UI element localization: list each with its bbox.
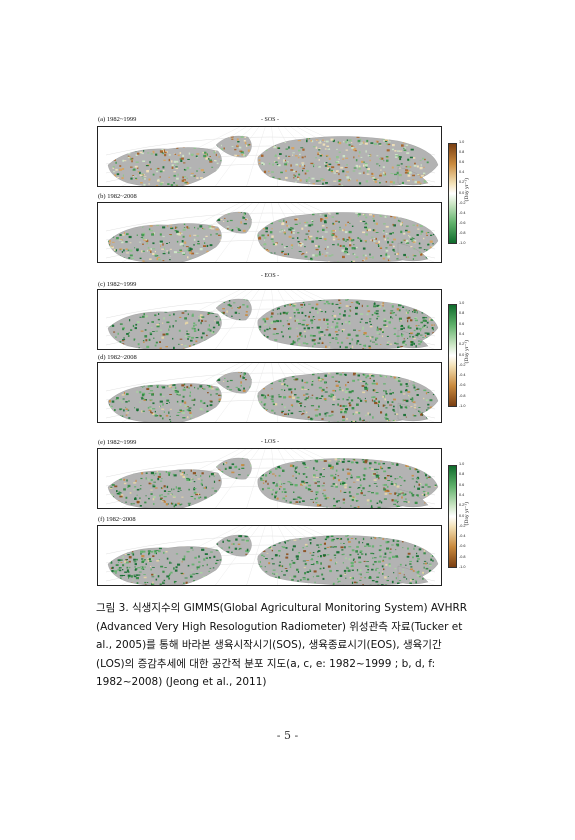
colorbar-tick-label: -0.2: [459, 200, 466, 205]
colorbar-tick-label: 0.8: [459, 472, 465, 477]
caption-line: 1982~2008) (Jeong et al., 2011): [96, 676, 267, 688]
figure-caption: 그림 3. 식생지수의 GIMMS(Global Agricultural Mo…: [96, 599, 474, 692]
colorbar-tick-label: -0.4: [459, 534, 466, 539]
caption-line: al., 2005)를 통해 바라본 생육시작시기(SOS), 생육종료시기(E…: [96, 639, 442, 651]
page-number: - 5 -: [276, 729, 299, 742]
eos-section-title: - EOS -: [260, 273, 280, 279]
colorbar-tick-label: -0.8: [459, 393, 466, 398]
colorbar-tick-label: -0.8: [459, 554, 466, 559]
panel-label-a: (a) 1982~1999: [98, 116, 137, 123]
panel-label-b: (b) 1982~2008: [98, 193, 137, 200]
colorbar-tick-label: 0.6: [459, 321, 465, 326]
colorbar-tick-label: 0.6: [459, 160, 465, 165]
colorbar-tick-label: 0.0: [459, 352, 465, 357]
caption-line: 그림 3. 식생지수의 GIMMS(Global Agricultural Mo…: [96, 602, 468, 614]
colorbar-tick-label: 0.2: [459, 180, 465, 185]
colorbar-tick-label: -0.4: [459, 210, 466, 215]
sos-colorbar: [448, 143, 457, 244]
colorbar-tick-label: -0.6: [459, 383, 466, 388]
colorbar-tick-label: -0.6: [459, 220, 466, 225]
map-panel-b: [97, 202, 442, 263]
colorbar-tick-label: -1.0: [459, 404, 466, 408]
colorbar-tick-label: -0.8: [459, 230, 466, 235]
eos-colorbar: [448, 304, 457, 407]
los-colorbar: [448, 465, 457, 568]
colorbar-tick-label: 1.0: [459, 301, 465, 305]
colorbar-tick-label: 0.0: [459, 513, 465, 518]
map-panel-f: [97, 525, 442, 586]
colorbar-tick-label: 0.8: [459, 150, 465, 155]
panel-label-c: (c) 1982~1999: [98, 281, 137, 288]
colorbar-tick-label: -0.6: [459, 544, 466, 549]
colorbar-tick-label: -0.4: [459, 373, 466, 378]
colorbar-tick-label: 0.0: [459, 190, 465, 195]
panel-label-e: (e) 1982~1999: [98, 439, 137, 446]
colorbar-tick-label: 0.4: [459, 492, 465, 497]
colorbar-tick-label: -0.2: [459, 362, 466, 367]
caption-line: (Advanced Very High Resologution Radiome…: [96, 620, 463, 633]
colorbar-tick-label: 0.8: [459, 311, 465, 316]
panel-label-d: (d) 1982~2008: [98, 354, 137, 361]
panel-label-f: (f) 1982~2008: [98, 516, 136, 523]
eos-colorbar-unit: (Day yr⁻¹): [464, 340, 470, 364]
colorbar-tick-label: 1.0: [459, 140, 465, 144]
colorbar-tick-label: 0.2: [459, 342, 465, 347]
sos-colorbar-unit: (Day yr⁻¹): [464, 178, 470, 202]
colorbar-tick-label: 0.4: [459, 331, 465, 336]
sos-section-title: - SOS -: [260, 117, 279, 123]
colorbar-tick-label: -1.0: [459, 565, 466, 569]
map-panel-e: [97, 448, 442, 509]
map-panel-d: [97, 362, 442, 423]
colorbar-tick-label: 1.0: [459, 462, 465, 466]
los-colorbar-unit: (Day yr⁻¹): [464, 502, 470, 526]
colorbar-tick-label: 0.4: [459, 170, 465, 175]
colorbar-tick-label: -0.2: [459, 523, 466, 528]
caption-line: (LOS)의 증감추세에 대한 공간적 분포 지도(a, c, e: 1982~…: [96, 657, 436, 670]
map-panel-a: [97, 126, 442, 187]
map-panel-c: [97, 289, 442, 350]
colorbar-tick-label: 0.2: [459, 503, 465, 508]
colorbar-tick-label: -1.0: [459, 241, 466, 245]
colorbar-tick-label: 0.6: [459, 482, 465, 487]
los-section-title: - LOS -: [260, 439, 280, 445]
